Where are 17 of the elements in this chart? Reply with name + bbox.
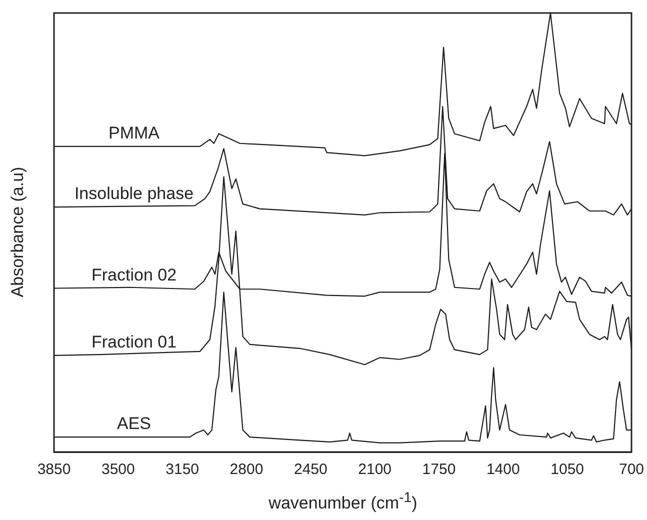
series-label: PMMA bbox=[108, 123, 160, 142]
x-tick-label: 1750 bbox=[422, 461, 456, 478]
x-tick-label: 1400 bbox=[486, 461, 520, 478]
series-label: Fraction 02 bbox=[91, 265, 177, 284]
x-tick-label: 1050 bbox=[550, 461, 584, 478]
y-axis-title: Absorbance (a.u) bbox=[8, 166, 28, 298]
series-label: AES bbox=[116, 414, 152, 434]
x-axis-title: wavenumber (cm$^{-1}$) bbox=[268, 490, 418, 514]
series-label: Fraction 01 bbox=[91, 332, 177, 352]
x-tick-label: 700 bbox=[618, 461, 644, 478]
series-label: Insoluble phase bbox=[74, 184, 194, 204]
x-tick-label: 2450 bbox=[294, 461, 328, 478]
x-tick-label: 3500 bbox=[101, 461, 135, 478]
x-tick-label: 3850 bbox=[37, 461, 71, 478]
x-tick-label: 2100 bbox=[358, 461, 392, 478]
x-tick-label: 3150 bbox=[166, 461, 200, 478]
x-tick-label: 2800 bbox=[230, 461, 264, 478]
